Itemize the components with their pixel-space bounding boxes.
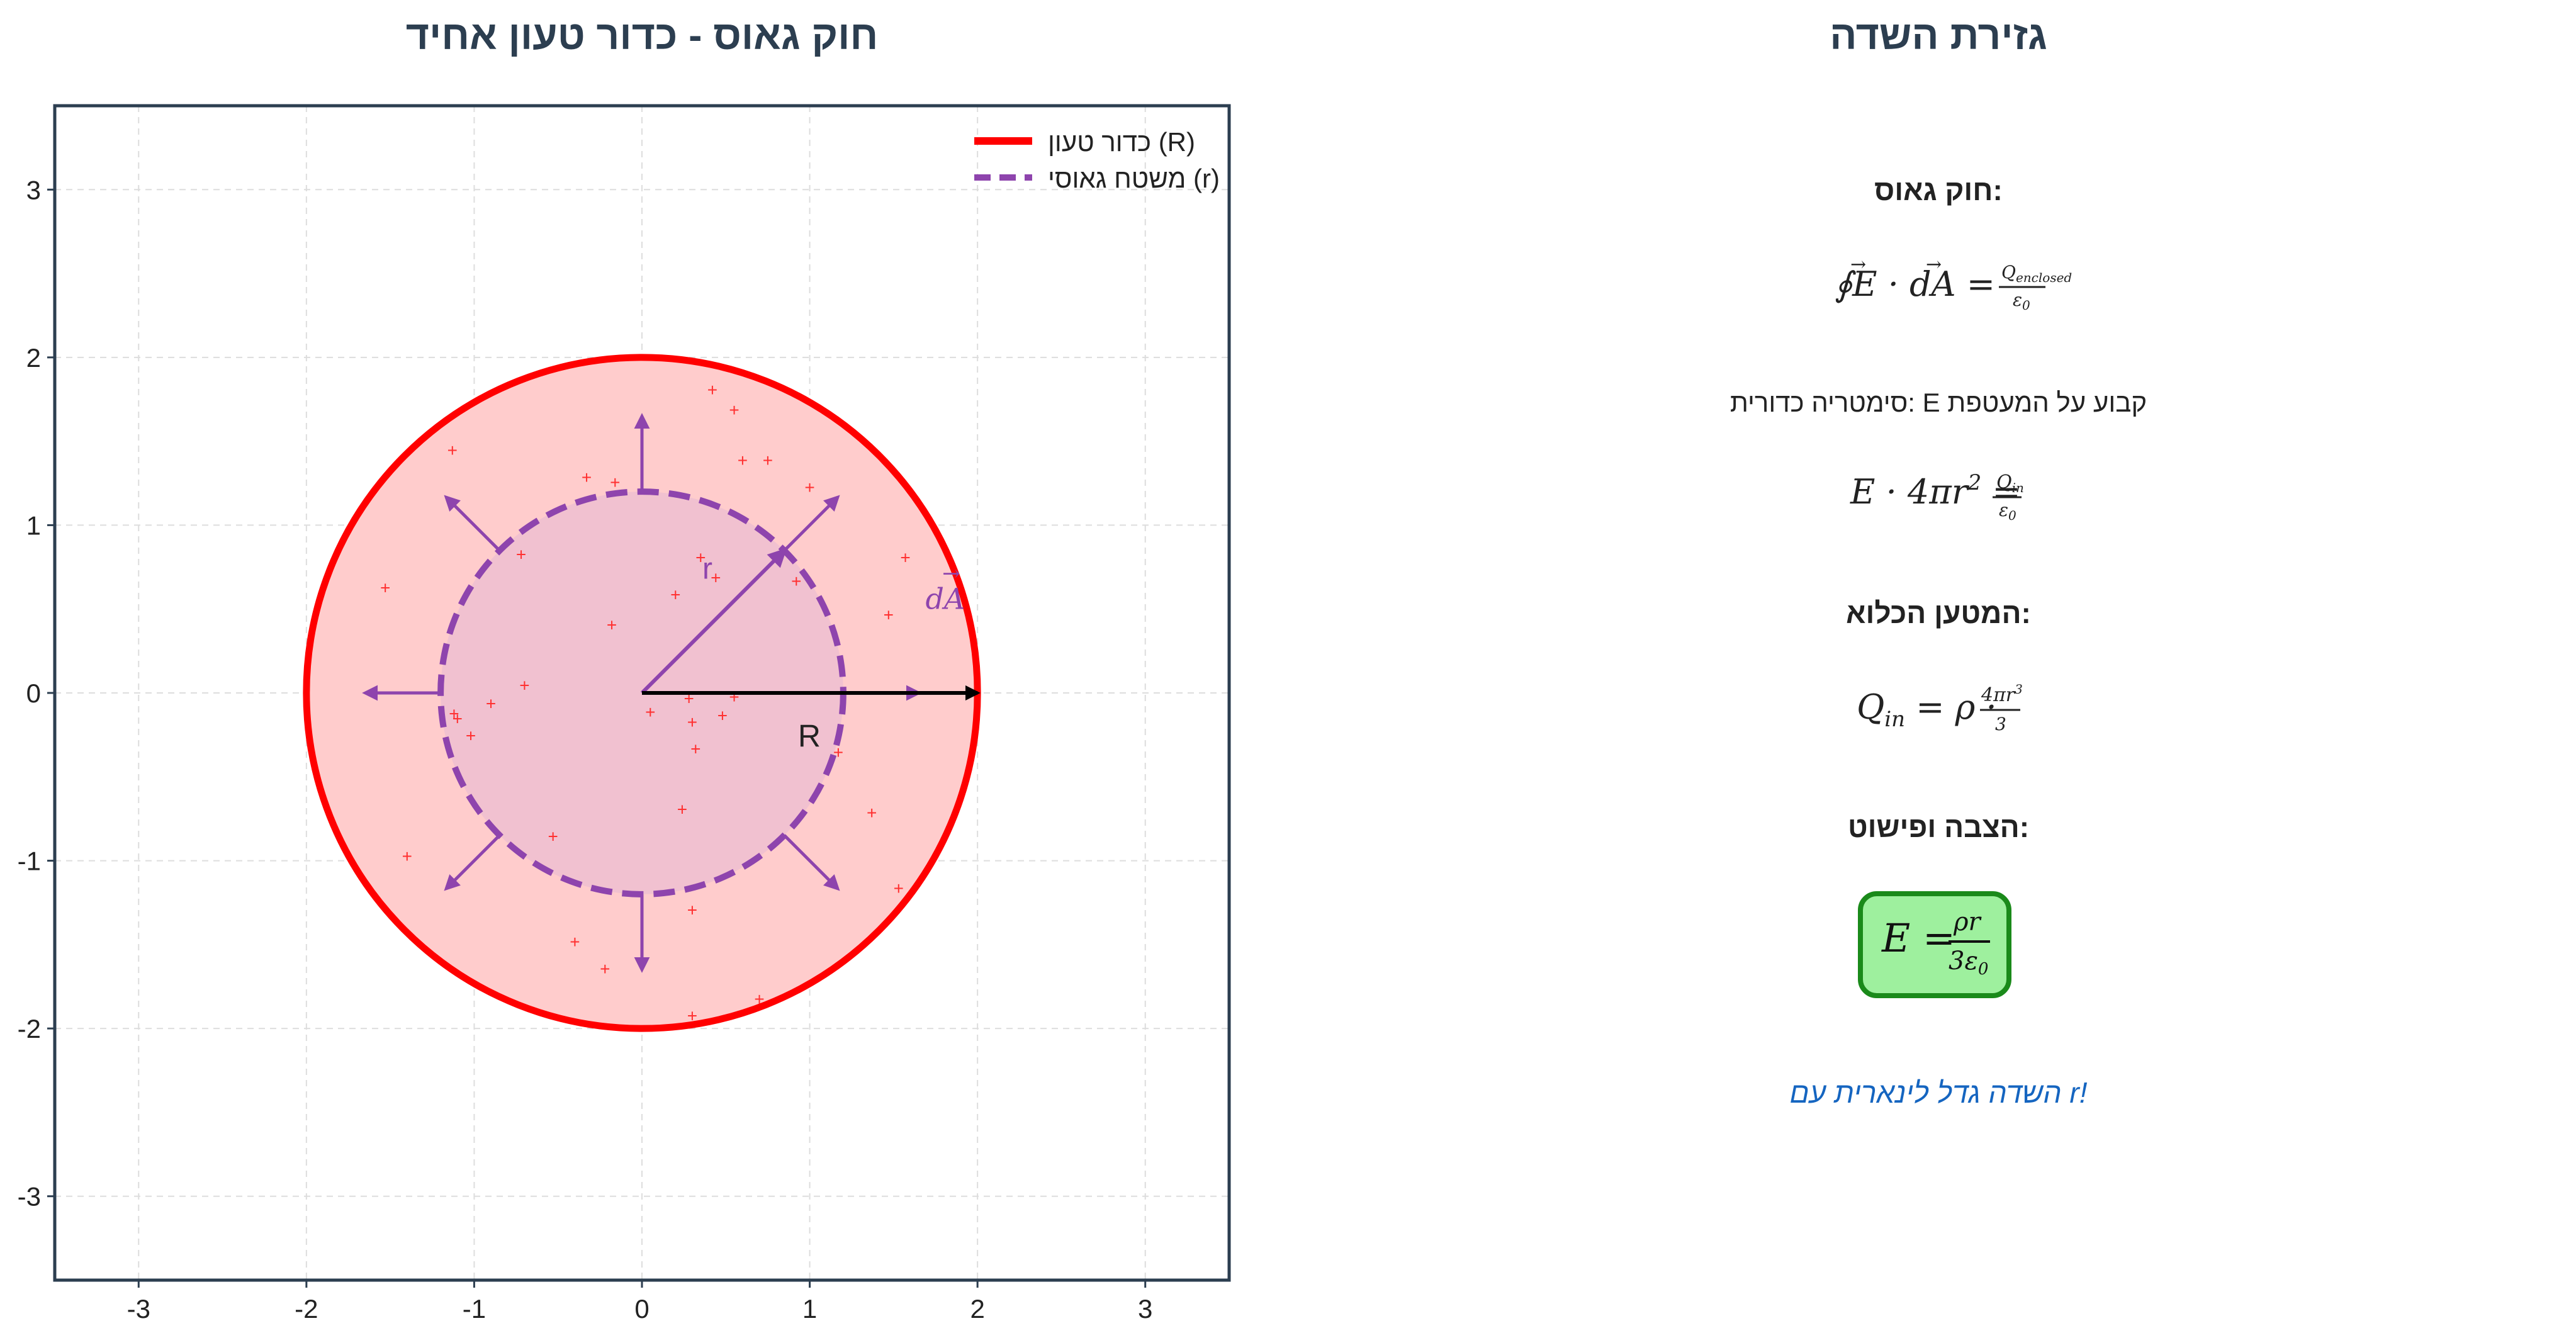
charge-plus: + — [486, 694, 496, 714]
y-tick-label: -2 — [18, 1014, 41, 1043]
normal-arrow — [783, 834, 840, 891]
enclosed-equation: Qin = ρ · 4πr3 3 — [1857, 682, 2023, 734]
epsilon-0: ε0 — [2013, 290, 2030, 313]
left-title: חוק גאוס - כדור טעון אחיד — [406, 13, 879, 58]
charge-plus: + — [516, 544, 526, 564]
charge-plus: + — [466, 726, 476, 745]
x-tick-label: -2 — [295, 1294, 318, 1324]
conclusion-text: השדה גדל לינארית עם r! — [1789, 1076, 2087, 1109]
charge-plus: + — [717, 706, 728, 725]
charge-plus: + — [677, 800, 687, 819]
gauss-law-equation: ∮E · dA = → → Qenclosed ε0 — [1835, 254, 2072, 313]
x-axis-ticks: -3 -2 -1 0 1 2 3 — [127, 1280, 1152, 1324]
dA-label: dA → — [926, 561, 965, 616]
charge-plus: + — [687, 901, 697, 920]
charge-plus: + — [607, 615, 617, 634]
volume-bottom: 3 — [1995, 714, 2006, 734]
charge-plus: + — [884, 605, 894, 624]
charge-plus: + — [670, 585, 680, 604]
legend-sphere-label: כדור טעון (R) — [1048, 127, 1195, 157]
qin-lhs: Qin = ρ · — [1857, 687, 1997, 732]
volume-top: 4πr3 — [1981, 682, 2023, 706]
y-tick-label: 2 — [26, 343, 41, 373]
R-label: R — [798, 718, 821, 753]
charge-plus: + — [449, 704, 459, 724]
y-tick-label: -3 — [18, 1182, 41, 1212]
y-tick-label: 1 — [26, 510, 41, 540]
charge-plus: + — [804, 478, 814, 497]
charge-plus: + — [600, 959, 610, 979]
enclosed-heading: המטען הכלוא: — [1846, 597, 2031, 629]
vec-A-mark: → — [1926, 254, 1942, 276]
grid — [55, 106, 1229, 1280]
charge-plus: + — [447, 441, 458, 460]
result-lhs: E = — [1881, 915, 1955, 961]
y-tick-label: 3 — [26, 175, 41, 205]
charge-plus: + — [582, 468, 592, 487]
charge-plus: + — [729, 687, 739, 707]
flux-equation: E · 4πr2 = Qin ε0 — [1850, 470, 2024, 523]
x-tick-label: 2 — [970, 1294, 984, 1324]
charge-plus: + — [570, 932, 580, 952]
charge-plus: + — [894, 879, 904, 898]
charge-plus: + — [402, 846, 412, 866]
gauss-law-lhs: ∮E · dA = — [1835, 264, 1995, 304]
symmetry-text: סימטריה כדורית: E קבוע על המעטפת — [1730, 388, 2147, 417]
charge-plus: + — [729, 400, 739, 420]
charge-plus: + — [380, 578, 390, 598]
x-tick-label: 3 — [1138, 1294, 1152, 1324]
charge-plus: + — [900, 548, 910, 568]
charge-plus: + — [519, 675, 529, 695]
result-numerator: ρr — [1953, 908, 1983, 936]
charge-plus: + — [707, 380, 717, 400]
charge-plus: + — [738, 451, 748, 470]
dA-label-text: dA — [926, 582, 965, 616]
gauss-law-heading: חוק גאוס: — [1874, 174, 2003, 206]
y-axis-ticks: -3 -2 -1 0 1 2 3 — [18, 175, 55, 1212]
charge-plus: + — [548, 826, 558, 846]
right-title: גזירת השדה — [1830, 13, 2047, 58]
charge-plus: + — [687, 1006, 697, 1025]
x-tick-label: 1 — [802, 1294, 817, 1324]
legend: כדור טעון (R) משטח גאוסי (r) — [974, 127, 1220, 193]
y-tick-label: 0 — [26, 678, 41, 708]
charge-plus: + — [695, 548, 706, 568]
x-tick-label: 0 — [634, 1294, 649, 1324]
y-tick-label: -1 — [18, 846, 41, 876]
charge-plus: + — [687, 712, 697, 732]
charge-plus: + — [763, 451, 773, 470]
charges: ++++ ++ + ++ ++ +++ +++++ +++ + ++ +++ ++ +++++++++ — [380, 380, 911, 1025]
flux-lhs: E · 4πr2 = — [1850, 470, 2021, 512]
x-tick-label: -3 — [127, 1294, 150, 1324]
normal-arrow — [783, 495, 840, 552]
r-label: r — [702, 553, 712, 586]
normal-arrow — [444, 495, 501, 552]
q-enclosed: Qenclosed — [2001, 262, 2072, 285]
legend-gauss-label: משטח גאוסי (r) — [1048, 164, 1220, 193]
charge-plus: + — [791, 571, 801, 591]
x-tick-label: -1 — [463, 1294, 486, 1324]
charge-plus: + — [610, 473, 620, 492]
charge-plus: + — [453, 709, 463, 729]
r-radius-arrow — [640, 548, 787, 695]
charge-plus: + — [867, 803, 877, 823]
result-box: E = ρr 3ε0 — [1858, 891, 2011, 998]
normal-arrow — [444, 834, 501, 891]
charge-plus: + — [690, 740, 700, 759]
charge-plus: + — [711, 568, 721, 588]
dA-vector-mark: → — [942, 561, 960, 586]
substitute-heading: הצבה ופישוט: — [1848, 811, 2029, 843]
charge-plus: + — [645, 702, 655, 722]
plot-area: ++++ ++ + ++ ++ +++ +++++ +++ + ++ +++ ++ +++++++++ … — [18, 104, 1231, 1324]
vec-E-mark: → — [1850, 254, 1866, 276]
